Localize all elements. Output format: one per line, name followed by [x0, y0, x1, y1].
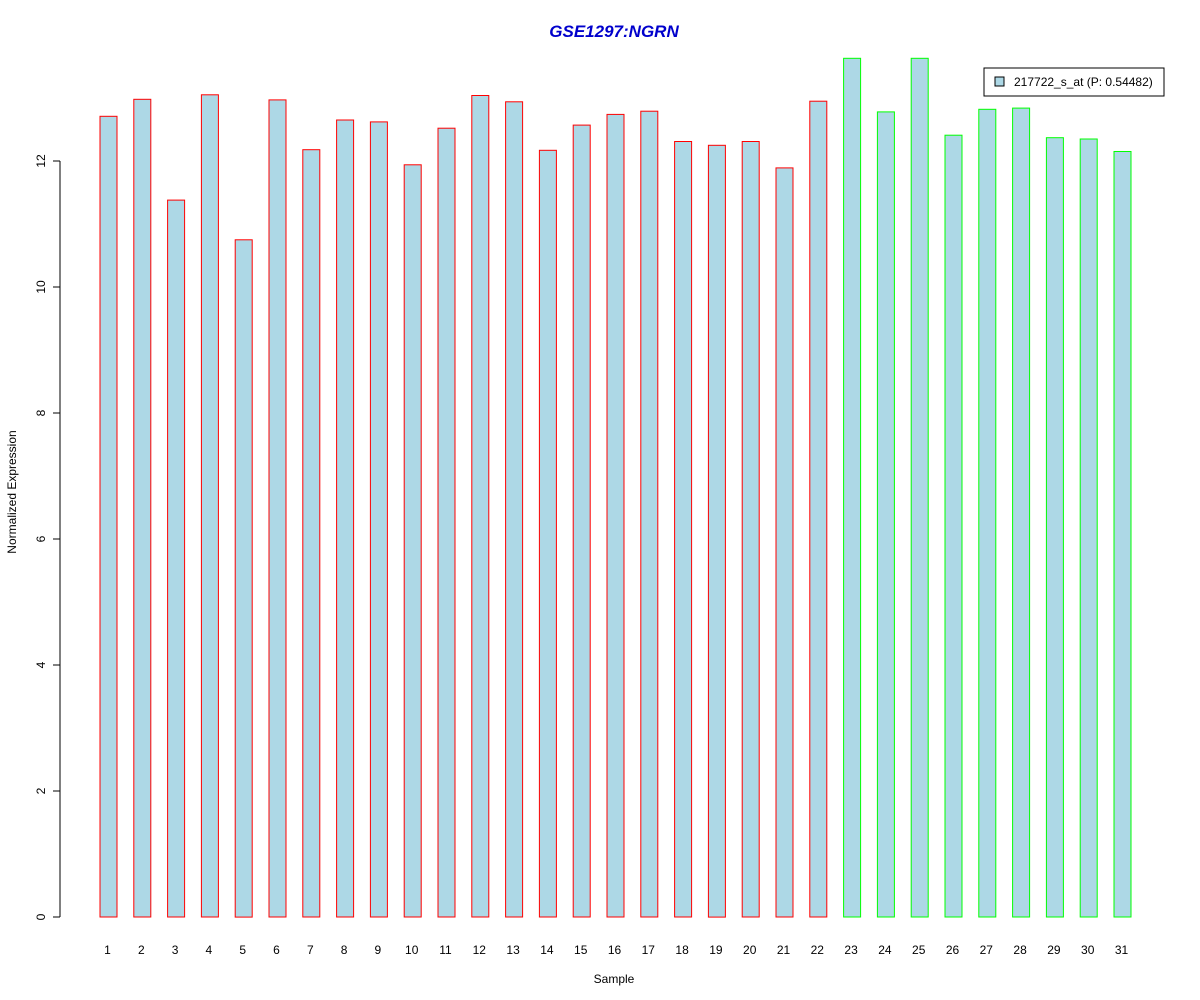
bar-sample-25 — [910, 57, 929, 918]
x-tick-label: 23 — [844, 943, 858, 957]
x-tick-label: 8 — [341, 943, 348, 957]
x-axis-label: Sample — [594, 972, 635, 986]
bar-sample-12 — [471, 95, 490, 918]
x-tick-label: 13 — [506, 943, 520, 957]
chart-title: GSE1297:NGRN — [549, 22, 679, 41]
bar-sample-17 — [640, 110, 659, 918]
legend-label: 217722_s_at (P: 0.54482) — [1014, 75, 1153, 89]
bar-sample-19 — [707, 144, 726, 918]
y-axis-label: Normalized Expression — [5, 430, 19, 553]
x-tick-label: 31 — [1115, 943, 1129, 957]
x-tick-label: 1 — [104, 943, 111, 957]
x-tick-label: 3 — [172, 943, 179, 957]
bar-sample-16 — [606, 113, 625, 918]
x-tick-label: 16 — [608, 943, 622, 957]
bar-sample-21 — [775, 167, 794, 918]
y-tick-label: 2 — [34, 787, 48, 794]
x-tick-label: 18 — [675, 943, 689, 957]
legend: 217722_s_at (P: 0.54482) — [983, 67, 1165, 97]
x-tick-labels: 1 2 3 4 5 6 7 8 9 10 11 12 13 14 15 16 17 18 19 20 21 22 23 24 2… — [104, 943, 1128, 957]
bar-sample-9 — [369, 121, 388, 918]
x-tick-label: 10 — [405, 943, 419, 957]
bar-sample-18 — [674, 141, 693, 918]
y-tick-label: 10 — [34, 280, 48, 294]
x-tick-label: 27 — [980, 943, 994, 957]
bar-sample-10 — [403, 164, 422, 918]
y-tick-label: 6 — [34, 535, 48, 542]
bar-sample-3 — [167, 199, 186, 918]
bar-sample-7 — [302, 149, 321, 918]
bar-sample-27 — [978, 108, 997, 918]
y-axis: 0 2 4 6 8 10 12 — [34, 154, 61, 920]
y-tick-label: 12 — [34, 154, 48, 168]
bar-sample-11 — [437, 127, 456, 918]
x-tick-label: 26 — [946, 943, 960, 957]
bar-sample-23 — [843, 57, 862, 918]
x-tick-label: 12 — [473, 943, 487, 957]
x-tick-label: 29 — [1047, 943, 1061, 957]
x-tick-label: 30 — [1081, 943, 1095, 957]
x-tick-label: 7 — [307, 943, 314, 957]
x-tick-label: 4 — [206, 943, 213, 957]
bar-sample-15 — [572, 124, 591, 918]
x-tick-label: 2 — [138, 943, 145, 957]
y-tick-label: 8 — [34, 409, 48, 416]
bar-sample-20 — [741, 141, 760, 918]
bar-sample-31 — [1113, 151, 1132, 918]
bar-sample-8 — [336, 119, 355, 918]
bar-sample-5 — [234, 239, 253, 918]
x-tick-label: 6 — [273, 943, 280, 957]
bar-sample-4 — [200, 94, 219, 918]
y-tick-label: 0 — [34, 913, 48, 920]
bars-group — [99, 57, 1132, 918]
bar-sample-6 — [268, 99, 287, 918]
x-tick-label: 17 — [642, 943, 656, 957]
bar-sample-14 — [538, 149, 557, 918]
legend-swatch — [994, 76, 1005, 87]
x-tick-label: 15 — [574, 943, 588, 957]
bar-sample-22 — [809, 100, 828, 918]
x-tick-label: 22 — [811, 943, 825, 957]
x-tick-label: 14 — [540, 943, 554, 957]
x-tick-label: 21 — [777, 943, 791, 957]
bar-sample-28 — [1012, 107, 1031, 918]
x-tick-label: 25 — [912, 943, 926, 957]
x-tick-label: 11 — [439, 943, 452, 957]
bar-sample-29 — [1045, 137, 1064, 918]
bar-sample-2 — [133, 98, 152, 918]
x-tick-label: 28 — [1013, 943, 1027, 957]
x-tick-label: 19 — [709, 943, 723, 957]
y-tick-label: 4 — [34, 661, 48, 668]
bar-sample-1 — [99, 115, 118, 918]
bar-sample-13 — [505, 101, 524, 918]
x-tick-label: 20 — [743, 943, 757, 957]
x-tick-label: 5 — [239, 943, 246, 957]
x-tick-label: 24 — [878, 943, 892, 957]
bar-sample-24 — [876, 111, 895, 918]
x-tick-label: 9 — [375, 943, 382, 957]
bar-sample-30 — [1079, 138, 1098, 918]
bar-sample-26 — [944, 134, 963, 918]
legend-box — [983, 67, 1165, 97]
